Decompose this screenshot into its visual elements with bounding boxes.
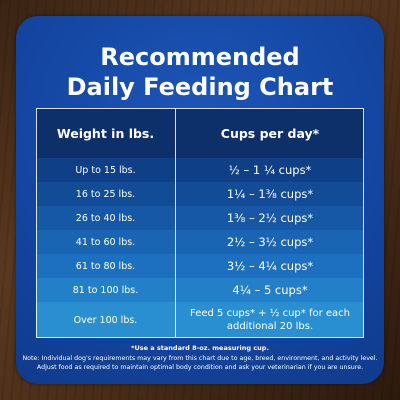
cups-cell: ½ – 1 ¼ cups* (228, 163, 312, 177)
table-row: Up to 15 lbs. ½ – 1 ¼ cups* (36, 158, 364, 183)
weight-cell: Over 100 lbs. (36, 302, 176, 338)
weight-cell: 41 to 60 lbs. (36, 230, 176, 254)
measuring-cup-footnote: *Use a standard 8-oz. measuring cup. (131, 344, 269, 352)
header-weight: Weight in lbs. (36, 108, 176, 158)
cups-cell: 2½ – 3½ cups* (226, 235, 314, 249)
table-row: 81 to 100 lbs. 4¼ – 5 cups* (36, 278, 364, 303)
feeding-chart-card: Recommended Daily Feeding Chart Weight i… (16, 16, 384, 384)
table-row: 41 to 60 lbs. 2½ – 3½ cups* (36, 230, 364, 255)
weight-cell: 26 to 40 lbs. (36, 206, 176, 230)
cups-cell: 1⅜ – 2½ cups* (226, 211, 314, 225)
table-row: Over 100 lbs. Feed 5 cups* + ½ cup* for … (36, 302, 364, 338)
title-line-2: Daily Feeding Chart (66, 73, 334, 101)
note-line-2: Adjust food as required to maintain opti… (36, 364, 364, 371)
weight-cell: 81 to 100 lbs. (36, 278, 176, 302)
header-cups: Cups per day* (220, 125, 320, 141)
cups-cell: 1¼ – 1⅜ cups* (226, 187, 314, 201)
table-row: 61 to 80 lbs. 3½ – 4¼ cups* (36, 254, 364, 279)
weight-cell: 16 to 25 lbs. (36, 182, 176, 206)
cups-cell: 3½ – 4¼ cups* (226, 259, 314, 273)
table-header-row: Weight in lbs. Cups per day* (36, 108, 364, 159)
cups-cell: Feed 5 cups* + ½ cup* for each additiona… (190, 308, 350, 332)
weight-cell: 61 to 80 lbs. (36, 254, 176, 278)
table-row: 16 to 25 lbs. 1¼ – 1⅜ cups* (36, 182, 364, 207)
title-line-1: Recommended (100, 43, 300, 71)
table-row: 26 to 40 lbs. 1⅜ – 2½ cups* (36, 206, 364, 231)
note-line-1: Note: Individual dog's requirements may … (22, 355, 378, 362)
cups-cell: 4¼ – 5 cups* (232, 283, 308, 297)
feeding-table: Weight in lbs. Cups per day* Up to 15 lb… (36, 108, 364, 338)
weight-cell: Up to 15 lbs. (36, 158, 176, 182)
